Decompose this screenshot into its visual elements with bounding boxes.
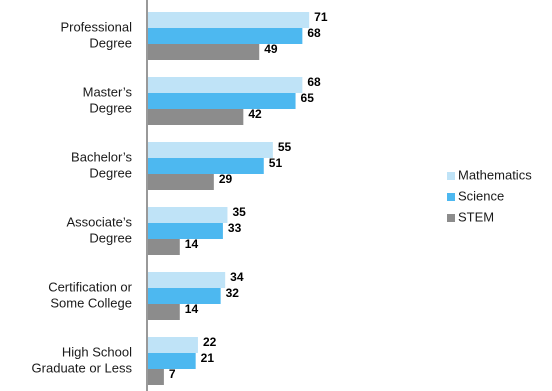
bar-stem-1 [148, 109, 243, 125]
bar-mathematics-3 [148, 207, 227, 223]
value-label-mathematics-4: 34 [230, 270, 244, 284]
value-label-mathematics-2: 55 [278, 140, 292, 154]
value-label-stem-4: 14 [185, 302, 199, 316]
category-label-line: Degree [89, 100, 132, 115]
category-label-line: Graduate or Less [32, 360, 133, 375]
legend-swatch-stem [447, 214, 455, 222]
category-label-line: Degree [89, 230, 132, 245]
category-label-line: Degree [89, 35, 132, 50]
value-label-science-5: 21 [201, 351, 215, 365]
category-label-line: Bachelor’s [71, 149, 132, 164]
value-labels-layer: 71 68 49 68 65 42 55 51 29 35 33 14 34 32 14 22 21 7 [169, 10, 328, 381]
category-label-3: Associate’s Degree [66, 214, 132, 245]
bars-layer [148, 12, 309, 385]
category-label-4: Certification or Some College [48, 279, 132, 310]
value-label-science-2: 51 [269, 156, 283, 170]
bar-mathematics-4 [148, 272, 225, 288]
category-label-2: Bachelor’s Degree [71, 149, 132, 180]
legend-swatch-mathematics [447, 172, 455, 180]
value-label-mathematics-0: 71 [314, 10, 328, 24]
category-label-1: Master’s Degree [83, 84, 133, 115]
bar-mathematics-1 [148, 77, 302, 93]
bar-science-2 [148, 158, 264, 174]
bar-stem-2 [148, 174, 214, 190]
bar-stem-5 [148, 369, 164, 385]
value-label-science-4: 32 [226, 286, 240, 300]
value-label-science-3: 33 [228, 221, 242, 235]
bar-science-1 [148, 93, 296, 109]
value-label-science-1: 65 [301, 91, 315, 105]
category-label-line: Certification or [48, 279, 132, 294]
legend-label-science: Science [458, 188, 504, 203]
category-label-line: Master’s [83, 84, 133, 99]
bar-stem-4 [148, 304, 180, 320]
category-label-5: High School Graduate or Less [32, 344, 133, 375]
category-label-line: Degree [89, 165, 132, 180]
legend-swatch-science [447, 193, 455, 201]
bar-stem-3 [148, 239, 180, 255]
value-label-mathematics-1: 68 [307, 75, 321, 89]
legend-label-mathematics: Mathematics [458, 167, 532, 182]
value-label-science-0: 68 [307, 26, 321, 40]
category-label-line: Professional [60, 19, 132, 34]
category-label-line: Some College [50, 295, 132, 310]
value-label-stem-1: 42 [248, 107, 262, 121]
value-label-stem-3: 14 [185, 237, 199, 251]
bar-stem-0 [148, 44, 259, 60]
value-label-stem-5: 7 [169, 367, 176, 381]
value-label-mathematics-5: 22 [203, 335, 217, 349]
bar-mathematics-0 [148, 12, 309, 28]
bar-mathematics-2 [148, 142, 273, 158]
bar-mathematics-5 [148, 337, 198, 353]
legend: Mathematics Science STEM [447, 167, 532, 224]
value-label-stem-0: 49 [264, 42, 278, 56]
value-label-stem-2: 29 [219, 172, 233, 186]
category-label-line: Associate’s [66, 214, 132, 229]
bar-science-0 [148, 28, 302, 44]
category-label-0: Professional Degree [60, 19, 132, 50]
category-label-line: High School [62, 344, 132, 359]
value-label-mathematics-3: 35 [232, 205, 246, 219]
legend-label-stem: STEM [458, 209, 494, 224]
